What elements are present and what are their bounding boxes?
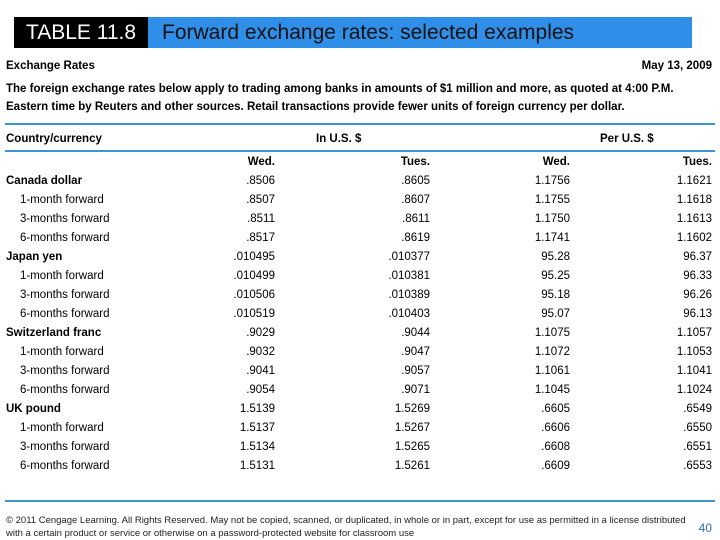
rule bbox=[5, 123, 715, 125]
rate: 1.1072 bbox=[534, 346, 570, 358]
rate: .8605 bbox=[401, 175, 430, 187]
forward-label: 6-months forward bbox=[20, 232, 110, 244]
currency: UK pound bbox=[6, 403, 61, 415]
rate: .010495 bbox=[233, 251, 275, 263]
forward-label: 1-month forward bbox=[20, 422, 104, 434]
forward-label: 6-months forward bbox=[20, 308, 110, 320]
rate: .6608 bbox=[541, 441, 570, 453]
column-header: Wed. bbox=[542, 156, 570, 168]
forward-label: 3-months forward bbox=[20, 365, 110, 377]
rate: .010377 bbox=[388, 251, 430, 263]
rate: 1.1053 bbox=[676, 346, 712, 358]
rate: 1.5265 bbox=[394, 441, 430, 453]
rate: 1.1045 bbox=[534, 384, 570, 396]
rate: 1.1618 bbox=[676, 194, 712, 206]
rate: 1.1613 bbox=[676, 213, 712, 225]
rate: .8507 bbox=[246, 194, 275, 206]
forward-label: 6-months forward bbox=[20, 384, 110, 396]
rate: 95.25 bbox=[541, 270, 570, 282]
rate: .010506 bbox=[233, 289, 275, 301]
rate: 1.5137 bbox=[239, 422, 275, 434]
rule bbox=[5, 150, 715, 152]
rate: .9032 bbox=[246, 346, 275, 358]
rate: 95.18 bbox=[541, 289, 570, 301]
rate: .6551 bbox=[683, 441, 712, 453]
rate: 1.1741 bbox=[534, 232, 570, 244]
rate: .8619 bbox=[401, 232, 430, 244]
slide-title: Forward exchange rates: selected example… bbox=[162, 21, 575, 44]
rate: .9047 bbox=[401, 346, 430, 358]
group-header: In U.S. $ bbox=[316, 133, 362, 145]
rule bbox=[5, 500, 715, 502]
rate: 1.5134 bbox=[239, 441, 275, 453]
table-tag: TABLE 11.8 bbox=[14, 17, 148, 48]
rate: .010499 bbox=[233, 270, 275, 282]
rate: 96.37 bbox=[683, 251, 712, 263]
rate: .6609 bbox=[541, 460, 570, 472]
currency: Japan yen bbox=[6, 251, 63, 263]
forward-label: 3-months forward bbox=[20, 289, 110, 301]
rate: .9057 bbox=[401, 365, 430, 377]
rate: .6550 bbox=[683, 422, 712, 434]
rate: 1.5267 bbox=[394, 422, 430, 434]
column-header: Tues. bbox=[400, 156, 430, 168]
rate: 1.1061 bbox=[534, 365, 570, 377]
forward-label: 6-months forward bbox=[20, 460, 110, 472]
rate: .010403 bbox=[388, 308, 430, 320]
rate: .8607 bbox=[401, 194, 430, 206]
rate: 96.33 bbox=[683, 270, 712, 282]
forward-label: 3-months forward bbox=[20, 441, 110, 453]
forward-label: 1-month forward bbox=[20, 194, 104, 206]
rate: 1.1750 bbox=[534, 213, 570, 225]
rate: .8506 bbox=[246, 175, 275, 187]
rate: .8517 bbox=[246, 232, 275, 244]
rate: .8611 bbox=[402, 213, 430, 225]
rate: .6605 bbox=[541, 403, 570, 415]
currency: Switzerland franc bbox=[6, 327, 102, 339]
rate: 1.1057 bbox=[676, 327, 712, 339]
table-note: The foreign exchange rates below apply t… bbox=[6, 83, 674, 113]
group-header: Per U.S. $ bbox=[600, 133, 654, 145]
rate: .9044 bbox=[401, 327, 430, 339]
column-header: Wed. bbox=[247, 156, 275, 168]
rate: 96.26 bbox=[683, 289, 712, 301]
rate: 1.1602 bbox=[676, 232, 712, 244]
rate: .010381 bbox=[388, 270, 430, 282]
rate: 95.07 bbox=[541, 308, 570, 320]
rate: 1.1075 bbox=[534, 327, 570, 339]
rate: 1.5131 bbox=[239, 460, 275, 472]
rate: 1.5269 bbox=[394, 403, 430, 415]
copyright: © 2011 Cengage Learning. All Rights Rese… bbox=[6, 515, 686, 539]
rate: .010389 bbox=[388, 289, 430, 301]
rate: .8511 bbox=[247, 213, 275, 225]
forward-label: 3-months forward bbox=[20, 213, 110, 225]
rate: .9071 bbox=[401, 384, 430, 396]
forward-label: 1-month forward bbox=[20, 346, 104, 358]
stub-header: Country/currency bbox=[6, 133, 102, 145]
page-number: 40 bbox=[698, 521, 712, 535]
rate: 1.5261 bbox=[394, 460, 430, 472]
rate: .010519 bbox=[233, 308, 275, 320]
rate: 1.5139 bbox=[239, 403, 275, 415]
rate: 96.13 bbox=[683, 308, 712, 320]
rate: .6606 bbox=[541, 422, 570, 434]
rate: 95.28 bbox=[541, 251, 570, 263]
rate: .6549 bbox=[683, 403, 712, 415]
title-bar bbox=[148, 17, 692, 48]
rate: 1.1755 bbox=[534, 194, 570, 206]
table-title: Exchange Rates bbox=[6, 60, 95, 72]
rate: .9029 bbox=[246, 327, 275, 339]
column-header: Tues. bbox=[682, 156, 712, 168]
rate: .9041 bbox=[246, 365, 275, 377]
table-date: May 13, 2009 bbox=[641, 60, 712, 72]
rate: .9054 bbox=[246, 384, 275, 396]
rate: .6553 bbox=[683, 460, 712, 472]
rate: 1.1756 bbox=[534, 175, 570, 187]
rate: 1.1621 bbox=[676, 175, 712, 187]
rate: 1.1024 bbox=[676, 384, 712, 396]
forward-label: 1-month forward bbox=[20, 270, 104, 282]
currency: Canada dollar bbox=[6, 175, 83, 187]
rate: 1.1041 bbox=[676, 365, 712, 377]
